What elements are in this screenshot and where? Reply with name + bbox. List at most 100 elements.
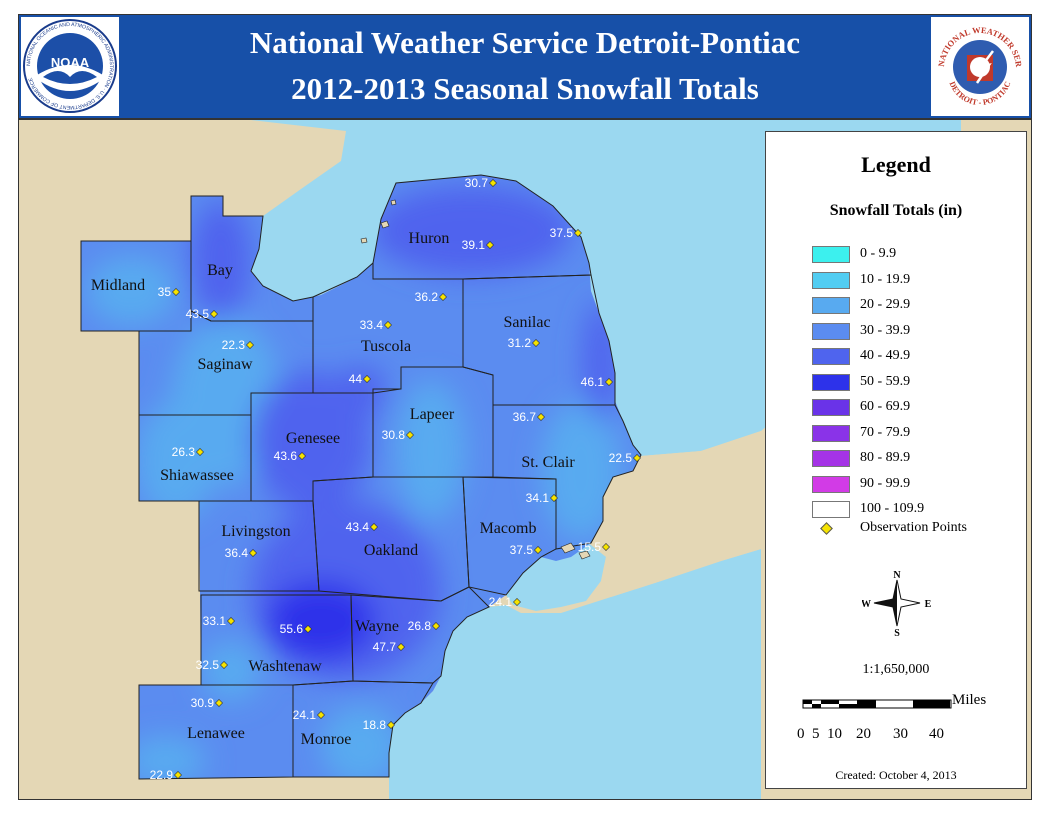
observation-point-marker bbox=[550, 494, 558, 502]
legend-color-swatch bbox=[812, 450, 850, 467]
legend-color-swatch bbox=[812, 297, 850, 314]
legend-class-label: 30 - 39.9 bbox=[860, 322, 911, 338]
observation-value: 22.3 bbox=[222, 338, 246, 352]
observation-point-marker bbox=[304, 625, 312, 633]
nws-logo: NATIONAL WEATHER SERVICE DETROIT - PONTI… bbox=[928, 15, 1029, 116]
observation-value: 46.1 bbox=[581, 375, 605, 389]
county-label-monroe: Monroe bbox=[301, 731, 352, 748]
observation-point-marker bbox=[174, 771, 182, 779]
legend-color-swatch bbox=[812, 348, 850, 365]
scale-tick-label: 10 bbox=[827, 726, 842, 742]
legend-panel: Legend Snowfall Totals (in) 0 - 9.9 10 - … bbox=[765, 131, 1027, 789]
observation-value: 33.1 bbox=[203, 614, 227, 628]
observation-value: 43.4 bbox=[346, 520, 370, 534]
observation-value: 34.1 bbox=[526, 491, 550, 505]
legend-class-label: 60 - 69.9 bbox=[860, 399, 911, 414]
legend-class-label: 20 - 29.9 bbox=[860, 297, 911, 312]
observation-point-marker bbox=[249, 549, 257, 557]
observation-point-marker bbox=[220, 661, 228, 669]
scale-tick-label: 0 bbox=[797, 726, 805, 742]
compass-e-label: E bbox=[925, 599, 932, 610]
observation-value: 15.5 bbox=[578, 540, 602, 554]
observation-value: 39.1 bbox=[462, 238, 486, 252]
noaa-logo: NATIONAL OCEANIC AND ATMOSPHERIC ADMINIS… bbox=[21, 17, 119, 116]
observation-point-marker bbox=[246, 341, 254, 349]
observation-value: 26.3 bbox=[172, 445, 196, 459]
observation-value: 43.6 bbox=[274, 449, 298, 463]
legend-class-label: 70 - 79.9 bbox=[860, 424, 911, 440]
observation-point-marker bbox=[317, 711, 325, 719]
county-label-sanilac: Sanilac bbox=[503, 314, 550, 331]
observation-point-marker bbox=[537, 413, 545, 421]
lake-st-clair bbox=[506, 541, 606, 611]
compass-w-label: W bbox=[862, 599, 871, 610]
observation-value: 36.2 bbox=[415, 290, 439, 304]
observation-point-marker bbox=[172, 288, 180, 296]
scale-tick-label: 20 bbox=[856, 726, 871, 742]
county-label-genesee: Genesee bbox=[286, 430, 340, 447]
observation-point-marker bbox=[534, 546, 542, 554]
county-label-saginaw: Saginaw bbox=[197, 356, 253, 373]
scale-tick-label: 5 bbox=[812, 726, 820, 742]
islands bbox=[360, 199, 591, 560]
observation-value: 18.8 bbox=[363, 718, 387, 732]
observation-value: 24.1 bbox=[293, 708, 317, 722]
observation-point-marker bbox=[298, 452, 306, 460]
observation-point-marker bbox=[532, 339, 540, 347]
county-label-macomb: Macomb bbox=[480, 520, 537, 537]
county-label-livingston: Livingston bbox=[221, 523, 290, 540]
observation-value: 22.5 bbox=[609, 451, 633, 465]
legend-class-label: 90 - 99.9 bbox=[860, 475, 911, 491]
county-label-oakland: Oakland bbox=[364, 542, 418, 559]
legend-title: Legend bbox=[861, 152, 931, 177]
observation-point-marker bbox=[605, 378, 613, 386]
observation-point-marker bbox=[363, 375, 371, 383]
observation-value: 31.2 bbox=[508, 336, 532, 350]
legend-color-swatch bbox=[812, 322, 850, 340]
county-boundaries bbox=[80, 174, 642, 780]
scale-ratio: 1:1,650,000 bbox=[862, 662, 930, 677]
observation-point-marker bbox=[215, 699, 223, 707]
title-line-2: 2012-2013 Seasonal Snowfall Totals bbox=[291, 71, 759, 106]
legend-class-label: 10 - 19.9 bbox=[860, 271, 911, 287]
created-date: Created: October 4, 2013 bbox=[835, 768, 957, 782]
county-label-huron: Huron bbox=[409, 230, 450, 247]
legend-color-swatch bbox=[812, 271, 850, 289]
observation-point-marker bbox=[384, 321, 392, 329]
observation-point-marker bbox=[210, 310, 218, 318]
observation-value: 47.7 bbox=[373, 640, 397, 654]
north-arrow-compass: N S E W bbox=[862, 570, 932, 638]
observation-value: 36.4 bbox=[225, 546, 249, 560]
legend-class-label: 40 - 49.9 bbox=[860, 348, 911, 363]
scale-tick-label: 30 bbox=[893, 726, 908, 742]
observation-value: 33.4 bbox=[360, 318, 384, 332]
observation-points: 30.7 39.1 37.5 35 43.5 36.2 33.4 31.2 22.3 44 46.1… bbox=[150, 176, 641, 782]
scale-tick-label: 40 bbox=[929, 726, 944, 742]
observation-point-marker bbox=[602, 543, 610, 551]
compass-n-label: N bbox=[893, 570, 901, 581]
county-labels: Midland Bay Huron Saginaw Tuscola Sanila… bbox=[91, 230, 575, 748]
observation-point-marker bbox=[574, 229, 582, 237]
observation-value: 36.7 bbox=[513, 410, 537, 424]
county-label-wayne: Wayne bbox=[355, 618, 399, 635]
legend-color-swatch bbox=[812, 246, 850, 263]
observation-point-marker bbox=[370, 523, 378, 531]
noaa-logo-text: NOAA bbox=[51, 55, 90, 70]
observation-value: 37.5 bbox=[550, 226, 574, 240]
legend-color-swatch bbox=[812, 373, 850, 391]
observation-value: 30.7 bbox=[465, 176, 489, 190]
legend-class-label: 0 - 9.9 bbox=[860, 246, 897, 261]
observation-value: 22.9 bbox=[150, 768, 174, 782]
observation-point-marker bbox=[387, 721, 395, 729]
header-banner: NATIONAL OCEANIC AND ATMOSPHERIC ADMINIS… bbox=[19, 15, 1031, 120]
legend-class-label: 100 - 109.9 bbox=[860, 501, 925, 516]
observation-point-marker bbox=[227, 617, 235, 625]
county-label-bay: Bay bbox=[207, 262, 233, 279]
observation-value: 43.5 bbox=[186, 307, 210, 321]
legend-class-label: 80 - 89.9 bbox=[860, 450, 911, 465]
county-label-midland: Midland bbox=[91, 277, 145, 294]
legend-class-label: 50 - 59.9 bbox=[860, 373, 911, 389]
observation-value: 30.8 bbox=[382, 428, 406, 442]
county-label-lenawee: Lenawee bbox=[187, 725, 245, 742]
